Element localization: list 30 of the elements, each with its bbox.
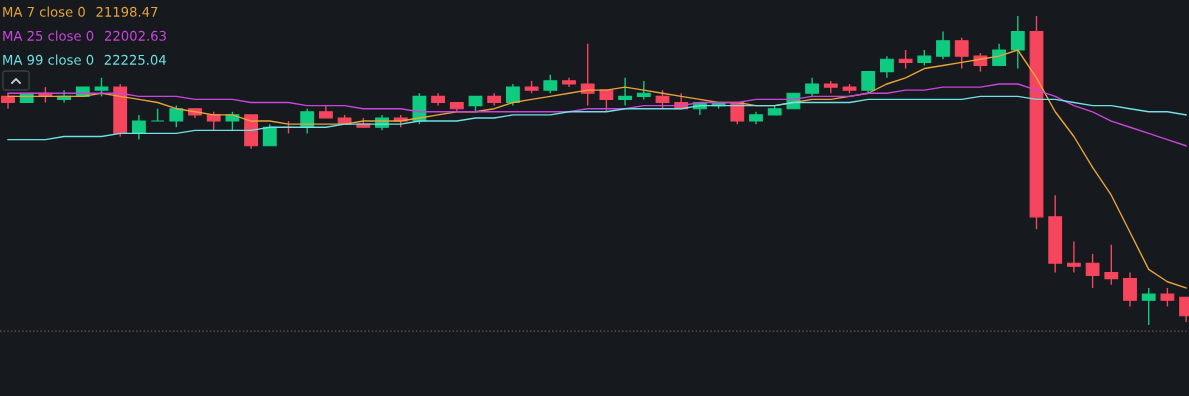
annotation: 22002.63 bbox=[104, 30, 166, 41]
annotation: 22225.04 bbox=[104, 54, 166, 65]
candlestick bbox=[206, 111, 221, 132]
candlestick bbox=[1160, 287, 1175, 308]
candlestick bbox=[861, 70, 876, 94]
candlestick bbox=[618, 77, 633, 107]
candlestick bbox=[1123, 271, 1137, 308]
annotation: 21198.47 bbox=[96, 6, 158, 17]
candlestick bbox=[131, 114, 146, 141]
candlestick bbox=[879, 55, 894, 79]
candlestick bbox=[1141, 287, 1156, 326]
candlestick bbox=[655, 89, 670, 110]
text: MA 7 close 0 bbox=[3, 6, 85, 17]
text: MA 99 close 0 bbox=[3, 54, 94, 65]
text: MA 25 close 0 bbox=[3, 30, 94, 41]
candlestick bbox=[992, 43, 1007, 67]
candlestick bbox=[1104, 243, 1119, 286]
candlestick bbox=[954, 36, 969, 70]
candlestick bbox=[505, 83, 520, 107]
candlestick bbox=[1010, 15, 1025, 70]
candlestick bbox=[262, 123, 277, 147]
candlestick bbox=[898, 49, 913, 70]
candlestick bbox=[169, 104, 184, 128]
candlestick bbox=[1066, 240, 1081, 274]
candlestick bbox=[1085, 253, 1100, 289]
candlestick bbox=[636, 80, 651, 101]
candlestick bbox=[936, 30, 950, 60]
candlestick bbox=[94, 77, 109, 98]
candlestick bbox=[805, 77, 820, 98]
candlestick bbox=[543, 74, 558, 94]
